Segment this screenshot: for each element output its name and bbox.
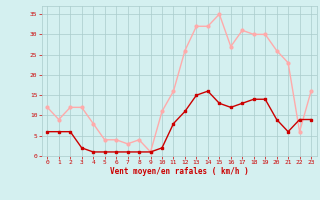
X-axis label: Vent moyen/en rafales ( km/h ): Vent moyen/en rafales ( km/h ) <box>110 167 249 176</box>
